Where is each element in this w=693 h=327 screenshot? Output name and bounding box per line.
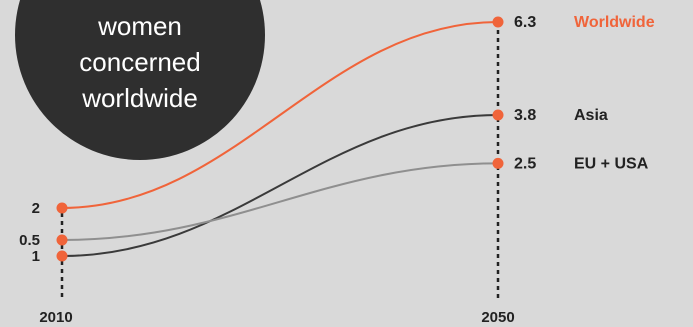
end-label-asia: 3.8 [514,107,536,124]
series-line-eu-usa [61,162,499,241]
series-name-eu-usa: EU + USA [574,155,649,172]
marker-start-asia [56,250,68,262]
start-label-asia: 1 [32,248,40,265]
marker-end-eu-usa [492,157,504,169]
series-line-asia [61,114,499,257]
x-tick-label-2010: 2010 [39,309,72,326]
start-label-eu-usa: 0.5 [19,232,40,249]
marker-start-eu-usa [56,234,68,246]
end-label-eu-usa: 2.5 [514,155,536,172]
callout-line-1: women [98,11,182,41]
series-name-worldwide: Worldwide [574,14,655,31]
x-tick-label-2050: 2050 [481,309,514,326]
marker-end-worldwide [492,16,504,28]
marker-end-asia [492,109,504,121]
end-label-worldwide: 6.3 [514,14,536,31]
callout-line-2: concerned [79,47,201,77]
start-label-worldwide: 2 [32,200,40,217]
callout-text: women concerned worldwide [30,8,250,116]
series-line-worldwide [61,21,499,209]
callout-line-3: worldwide [82,83,198,113]
marker-start-worldwide [56,202,68,214]
series-name-asia: Asia [574,107,608,124]
callout-bubble [15,0,265,160]
